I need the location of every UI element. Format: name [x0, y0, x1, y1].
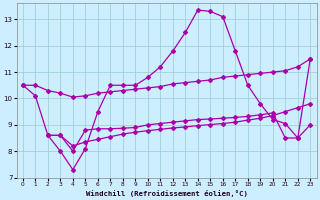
X-axis label: Windchill (Refroidissement éolien,°C): Windchill (Refroidissement éolien,°C)	[86, 190, 248, 197]
